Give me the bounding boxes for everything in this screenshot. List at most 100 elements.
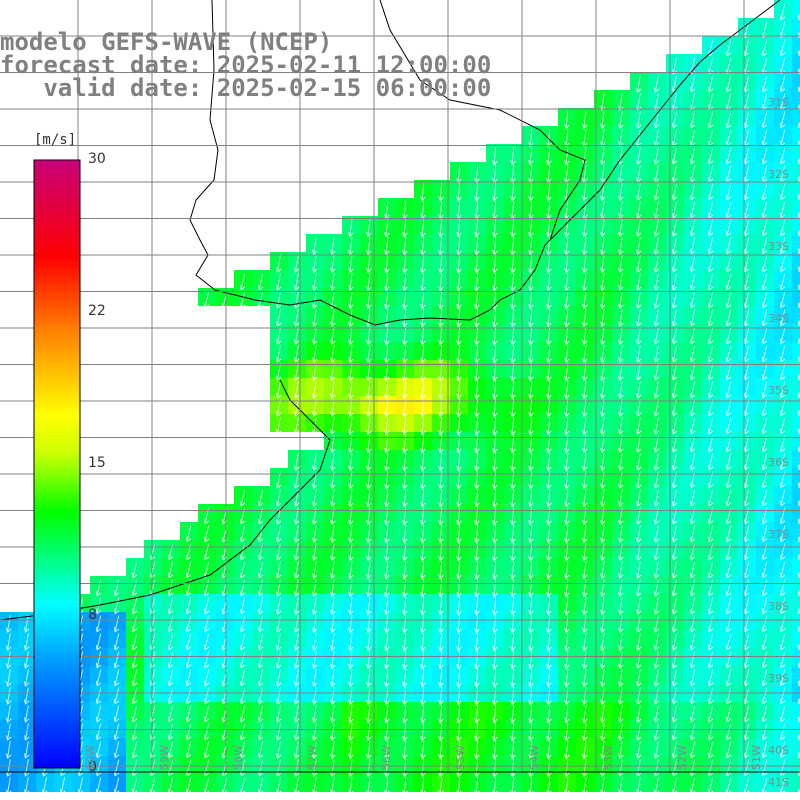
field-cell (216, 630, 234, 648)
field-cell (684, 126, 702, 144)
wind-arrow (780, 237, 786, 255)
wind-arrow (420, 777, 426, 796)
field-cell (702, 432, 720, 450)
wind-arrow (276, 741, 282, 759)
wind-arrow (636, 777, 642, 795)
wind-arrow (510, 615, 516, 634)
wind-arrow (654, 75, 660, 93)
field-cell (90, 630, 108, 648)
wind-arrow (420, 453, 426, 472)
wind-arrow (114, 651, 120, 669)
wind-arrow (762, 525, 768, 543)
wind-arrow (600, 219, 606, 237)
wind-arrow (348, 687, 354, 705)
wind-arrow (654, 327, 660, 345)
field-cell (774, 612, 792, 630)
wind-arrow (654, 723, 660, 741)
field-cell (180, 612, 198, 630)
lat-label: 34S (768, 312, 789, 325)
wind-arrow (564, 669, 570, 687)
field-cell (162, 540, 180, 558)
wind-arrow (132, 633, 138, 651)
lon-label: 56W (380, 745, 393, 770)
field-cell (720, 576, 738, 594)
wind-arrow (474, 183, 480, 202)
field-cell (234, 558, 252, 576)
wind-arrow (402, 327, 408, 346)
wind-arrow (564, 723, 570, 741)
field-cell (720, 270, 738, 288)
field-cell (774, 360, 792, 378)
wind-arrow (384, 417, 390, 435)
field-cell (126, 774, 144, 792)
wind-arrow (528, 777, 534, 796)
wind-arrow (744, 723, 750, 741)
wind-arrow (780, 327, 786, 345)
wind-arrow (654, 435, 660, 453)
wind-arrow (546, 327, 552, 346)
field-cell (702, 666, 720, 684)
field-cell (774, 90, 792, 108)
wind-arrow (492, 273, 498, 292)
wind-arrow (672, 237, 678, 255)
wind-arrow (780, 723, 786, 741)
wind-arrow (402, 741, 408, 760)
wind-arrow (420, 633, 426, 652)
wind-arrow (366, 777, 372, 795)
wind-arrow (276, 327, 282, 345)
wind-arrow (456, 219, 462, 238)
field-cell (738, 342, 756, 360)
wind-arrow (312, 615, 318, 633)
field-cell (684, 450, 702, 468)
wind-arrow (402, 597, 408, 616)
wind-arrow (762, 237, 768, 255)
wind-arrow (672, 453, 678, 471)
field-cell (792, 54, 800, 72)
wind-arrow (438, 669, 444, 688)
wind-arrow (744, 417, 750, 435)
wind-arrow (240, 579, 246, 597)
wind-arrow (762, 597, 768, 615)
wind-arrow (114, 741, 120, 759)
field-cell (774, 288, 792, 306)
wind-arrow (690, 201, 696, 219)
wind-arrow (744, 615, 750, 633)
wind-arrow (690, 543, 696, 561)
field-cell (198, 288, 216, 306)
field-cell (234, 486, 252, 504)
field-cell (180, 774, 198, 792)
wind-arrow (780, 561, 786, 579)
field-cell (684, 666, 702, 684)
wind-arrow (186, 741, 192, 759)
wind-arrow (276, 723, 282, 741)
wind-arrow (564, 345, 570, 363)
wind-arrow (384, 273, 390, 291)
wind-arrow (528, 705, 534, 724)
wind-arrow (186, 615, 192, 633)
wind-arrow (636, 579, 642, 597)
wind-arrow (510, 435, 516, 454)
wind-arrow (762, 543, 768, 561)
wind-arrow (780, 777, 786, 795)
wind-arrow (564, 489, 570, 507)
field-cell (216, 558, 234, 576)
wind-arrow (312, 273, 318, 291)
wind-arrow (510, 489, 516, 508)
wind-arrow (690, 453, 696, 471)
wind-arrow (258, 597, 264, 615)
wind-arrow (618, 381, 624, 399)
wind-arrow (312, 255, 318, 273)
wind-arrow (366, 399, 372, 417)
wind-arrow (348, 705, 354, 723)
wind-arrow (330, 363, 336, 381)
wind-arrow (384, 669, 390, 687)
wind-arrow (726, 453, 732, 471)
wind-arrow (618, 453, 624, 471)
wind-arrow (582, 579, 588, 597)
field-cell (180, 738, 198, 756)
wind-arrow (402, 669, 408, 688)
wind-arrow (204, 615, 210, 633)
wind-arrow (618, 651, 624, 669)
field-cell (738, 540, 756, 558)
wind-arrow (528, 687, 534, 706)
